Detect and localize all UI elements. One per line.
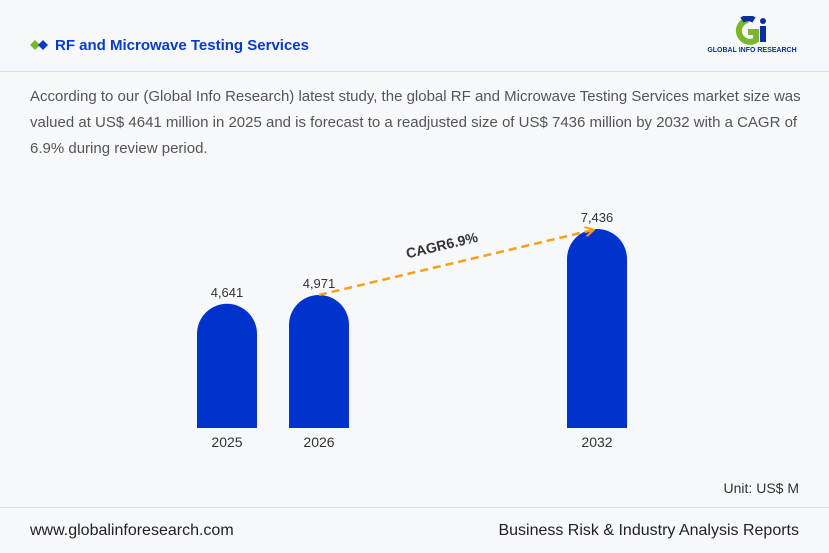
bar-chart: 4,641 2025 4,971 2026 7,436 2032 CAGR6.9%: [197, 210, 627, 450]
website-link[interactable]: www.globalinforesearch.com: [30, 522, 234, 539]
unit-label: Unit: US$ M: [723, 480, 799, 496]
category-label: 2025: [211, 434, 242, 450]
diamond-icon: [30, 40, 48, 50]
description: According to our (Global Info Research) …: [30, 88, 801, 157]
value-label: 4,641: [211, 285, 244, 300]
logo-text: GLOBAL INFO RESEARCH: [707, 47, 797, 54]
value-label: 7,436: [581, 210, 614, 225]
category-label: 2032: [581, 434, 612, 450]
logo: GLOBAL INFO RESEARCH: [700, 15, 804, 60]
category-label: 2026: [303, 434, 334, 450]
cagr-label: CAGR6.9%: [404, 229, 479, 262]
footer: www.globalinforesearch.com Business Risk…: [0, 507, 829, 553]
value-label: 4,971: [303, 276, 336, 291]
cagr-arrow: [318, 230, 593, 297]
bar-2032: [567, 229, 627, 428]
header: RF and Microwave Testing Services GLOBAL…: [0, 0, 829, 72]
page-title: RF and Microwave Testing Services: [55, 37, 309, 54]
bar-2026: [289, 294, 349, 428]
logo-icon: [735, 15, 766, 45]
bar-2025: [197, 303, 258, 428]
tagline: Business Risk & Industry Analysis Report…: [498, 522, 799, 539]
